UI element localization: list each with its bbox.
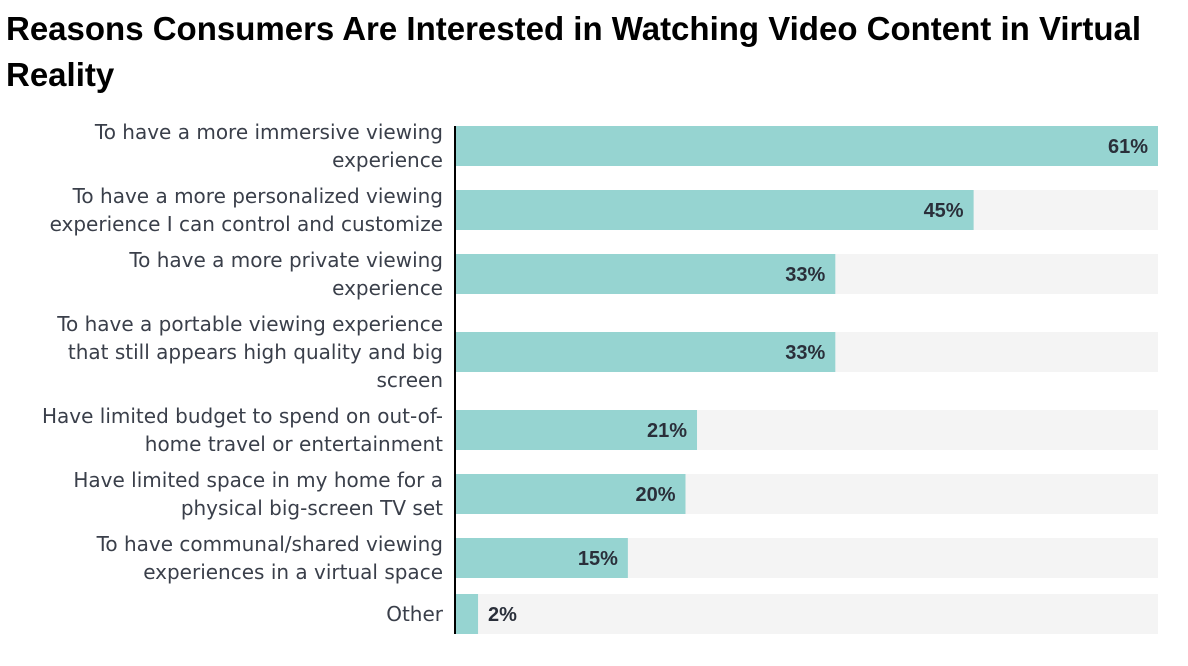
bar — [455, 332, 836, 372]
category-label: To have a more immersive viewing — [94, 120, 443, 144]
bar-track — [455, 594, 1158, 634]
value-label: 33% — [785, 264, 825, 286]
value-label: 2% — [488, 604, 517, 626]
value-label: 20% — [635, 484, 675, 506]
category-label: experiences in a virtual space — [143, 560, 443, 584]
bar — [455, 474, 686, 514]
bar — [455, 190, 974, 230]
bar — [455, 594, 479, 634]
bar — [455, 538, 628, 578]
category-label: To have a more private viewing — [128, 248, 443, 272]
category-label: experience I can control and customize — [50, 212, 443, 236]
category-label: experience — [332, 276, 443, 300]
category-label: To have a more personalized viewing — [72, 184, 443, 208]
category-label: experience — [332, 148, 443, 172]
bar — [455, 254, 836, 294]
category-label: Have limited budget to spend on out-of- — [42, 404, 443, 428]
category-label: home travel or entertainment — [145, 432, 443, 456]
category-label: that still appears high quality and big — [68, 340, 443, 364]
category-label: To have communal/shared viewing — [96, 532, 443, 556]
value-label: 45% — [924, 200, 964, 222]
value-label: 21% — [647, 420, 687, 442]
value-label: 61% — [1108, 136, 1148, 158]
bar — [455, 410, 698, 450]
bar — [455, 126, 1158, 166]
chart-title: Reasons Consumers Are Interested in Watc… — [6, 10, 1142, 93]
value-label: 15% — [578, 548, 618, 570]
category-label: Have limited space in my home for a — [73, 468, 443, 492]
category-label: physical big-screen TV set — [181, 496, 443, 520]
category-label: screen — [377, 368, 443, 392]
category-label: Other — [386, 602, 444, 626]
value-label: 33% — [785, 342, 825, 364]
category-label: To have a portable viewing experience — [56, 312, 443, 336]
